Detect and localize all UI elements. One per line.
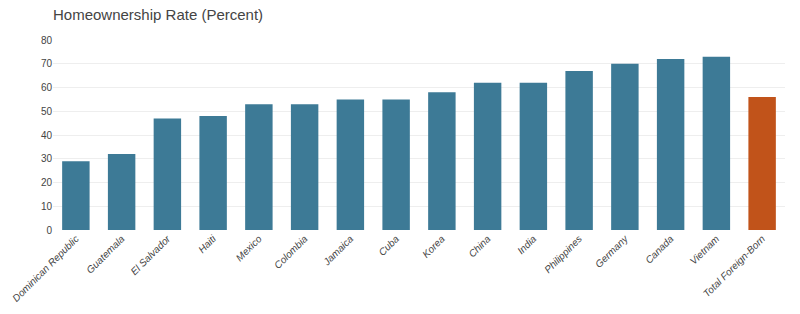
svg-text:Canada: Canada <box>643 233 676 266</box>
svg-text:30: 30 <box>41 153 53 164</box>
svg-text:Haiti: Haiti <box>196 233 218 255</box>
svg-text:Total Foreign-Born: Total Foreign-Born <box>701 233 767 299</box>
svg-text:Colombia: Colombia <box>272 233 310 271</box>
svg-text:El Salvador: El Salvador <box>128 233 172 277</box>
svg-text:Philippines: Philippines <box>542 233 584 275</box>
svg-text:Homeownership Rate (Percent): Homeownership Rate (Percent) <box>53 6 263 23</box>
svg-text:20: 20 <box>41 177 53 188</box>
svg-text:70: 70 <box>41 58 53 69</box>
svg-text:0: 0 <box>46 225 52 236</box>
svg-text:Mexico: Mexico <box>234 233 264 263</box>
svg-text:Vietnam: Vietnam <box>688 233 722 267</box>
svg-text:40: 40 <box>41 130 53 141</box>
svg-text:India: India <box>515 233 538 256</box>
svg-text:80: 80 <box>41 35 53 46</box>
svg-text:Dominican Republic: Dominican Republic <box>10 233 81 304</box>
svg-text:Guatemala: Guatemala <box>84 233 127 276</box>
svg-text:Cuba: Cuba <box>376 233 401 258</box>
svg-text:Germany: Germany <box>593 232 631 270</box>
svg-text:Jamaica: Jamaica <box>321 233 356 268</box>
svg-text:China: China <box>466 233 493 260</box>
svg-text:10: 10 <box>41 201 53 212</box>
svg-text:50: 50 <box>41 106 53 117</box>
svg-text:Korea: Korea <box>420 233 447 260</box>
svg-text:60: 60 <box>41 82 53 93</box>
